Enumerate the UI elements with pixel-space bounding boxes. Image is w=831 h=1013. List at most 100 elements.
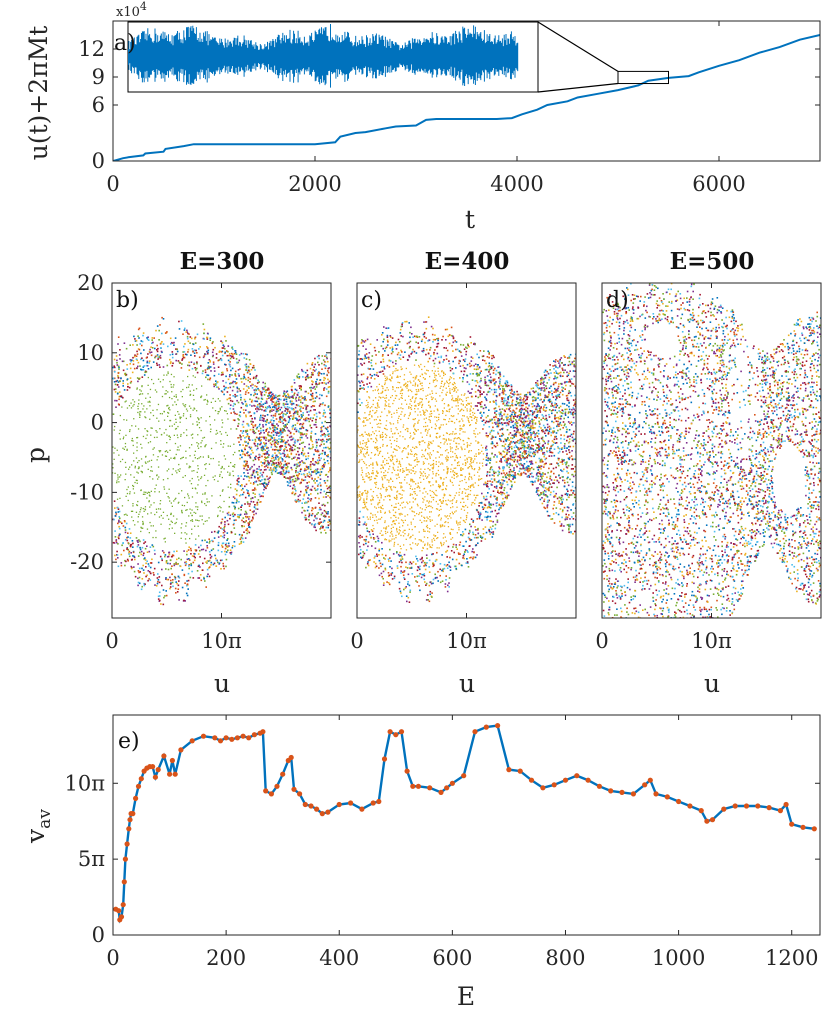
panel-e-marker [127,817,133,823]
panel-e-marker [387,729,393,735]
panel-e-marker [647,777,653,783]
panel-e-marker [376,798,382,805]
panel-e-marker [161,753,167,759]
panel-b: 0 10π 20 10 0 -10 -20 E=300 b) u p [21,248,332,698]
panel-e-marker [381,756,388,762]
panel-e-marker [234,735,240,741]
panel-e-marker [138,776,144,782]
panel-e-marker [630,791,637,797]
panel-e-marker [152,774,158,780]
panel-e-marker [189,738,195,744]
panel-a-label: a) [114,31,136,56]
panel-e-marker [135,783,142,789]
panel-a-ylabel: u(t)+2πMt [24,26,53,161]
panel-e-ytick-label: 10π [64,771,105,795]
panel-e-xtick-label: 400 [319,946,359,970]
panel-e-marker [472,729,478,735]
panel-e-marker [121,879,127,885]
panel-d-title: E=500 [670,248,755,275]
panel-e-ytick-label: 5π [78,847,105,871]
panel-b-ytick-label: 0 [91,411,104,435]
panel-d-ticks: 0 10π [595,283,732,653]
panel-e-marker [393,732,399,738]
panel-e-marker [709,817,716,823]
panel-a-ytick-label: 9 [92,65,105,89]
panel-a-exponent: x104 [116,0,147,20]
panel-c: 0 10π E=400 c) u [350,248,577,698]
panel-c-scatter [357,316,576,603]
panel-d: 0 10π E=500 d) u [595,248,822,698]
panel-e-marker [359,806,365,812]
panel-e-marker [126,826,132,832]
panel-c-label: c) [361,288,382,313]
panel-e-marker [574,773,580,779]
panel-c-ticks: 0 10π [350,283,487,653]
panel-b-ytick-label: 20 [77,271,104,295]
panel-e-marker [528,777,535,783]
panel-e-marker [449,780,455,786]
panel-b-ylabel: p [21,447,50,463]
panel-d-label: d) [606,288,629,313]
panel-e-xtick-label: 200 [206,946,246,970]
panel-b-ytick-label: -20 [70,550,104,574]
panel-e-marker [755,803,761,809]
panel-e-marker [212,735,218,741]
panel-a-zoom-connector-top [537,21,619,72]
panel-e-marker [246,735,252,741]
panel-e-marker [178,747,184,753]
panel-e-marker [540,785,546,791]
panel-e: 0 200 400 600 800 1000 1200 0 5π 10π e) E vav [21,714,821,1011]
panel-e-marker [783,801,789,808]
panel-e-marker [743,803,750,809]
panel-e-marker [217,738,224,744]
panel-e-marker [551,782,557,788]
panel-e-marker [229,736,235,742]
panel-b-xtick-label: 10π [201,629,242,653]
panel-e-series-line [115,724,815,924]
panel-e-marker [608,788,614,794]
panel-e-xtick-label: 600 [432,946,472,970]
panel-e-marker [642,782,648,788]
panel-e-xtick-label: 800 [545,946,585,970]
panel-e-marker [562,777,569,783]
panel-e-marker [118,914,125,920]
panel-e-marker [415,783,421,789]
panel-e-marker [169,757,175,764]
panel-e-xtick-label: 0 [106,946,119,970]
panel-e-marker [336,801,342,808]
panel-c-title: E=400 [425,248,510,275]
panel-a-ytick-label: 12 [78,37,105,61]
panel-b-xlabel: u [214,669,230,698]
panel-e-marker [811,826,817,832]
panel-e-marker [676,798,682,805]
panel-e-marker [704,818,710,824]
panel-e-marker [483,724,489,730]
panel-e-marker [404,768,410,774]
panel-e-markers [113,723,817,923]
panel-a-xtick-label: 0 [106,172,119,196]
panel-a-ytick-label: 6 [92,93,105,117]
panel-b-xtick-label: 0 [105,629,118,653]
panel-e-marker [410,783,416,789]
panel-e-marker [732,803,738,809]
panel-e-ticks: 0 200 400 600 800 1000 1200 0 5π 10π [64,715,820,970]
panel-e-marker [308,803,314,809]
panel-e-ylabel-group: vav [21,809,55,844]
panel-e-marker [268,791,274,797]
panel-d-xtick-label: 10π [691,629,732,653]
panel-a: 0 2000 4000 6000 0 6 9 12 a) x104 t u(t)+2πMt [24,0,821,234]
panel-b-ytick-label: -10 [70,480,104,504]
panel-d-scatter [602,283,821,618]
panel-d-xlabel: u [704,669,720,698]
panel-e-marker [596,783,603,789]
panel-e-marker [291,786,297,792]
panel-e-marker [240,733,246,739]
panel-e-marker [370,800,376,806]
panel-e-marker [260,729,266,735]
panel-e-marker [325,809,331,815]
panel-e-ylabel: vav [21,809,55,844]
panel-b-axes [111,282,332,619]
panel-e-marker [302,801,308,808]
panel-c-xtick-label: 10π [446,629,487,653]
